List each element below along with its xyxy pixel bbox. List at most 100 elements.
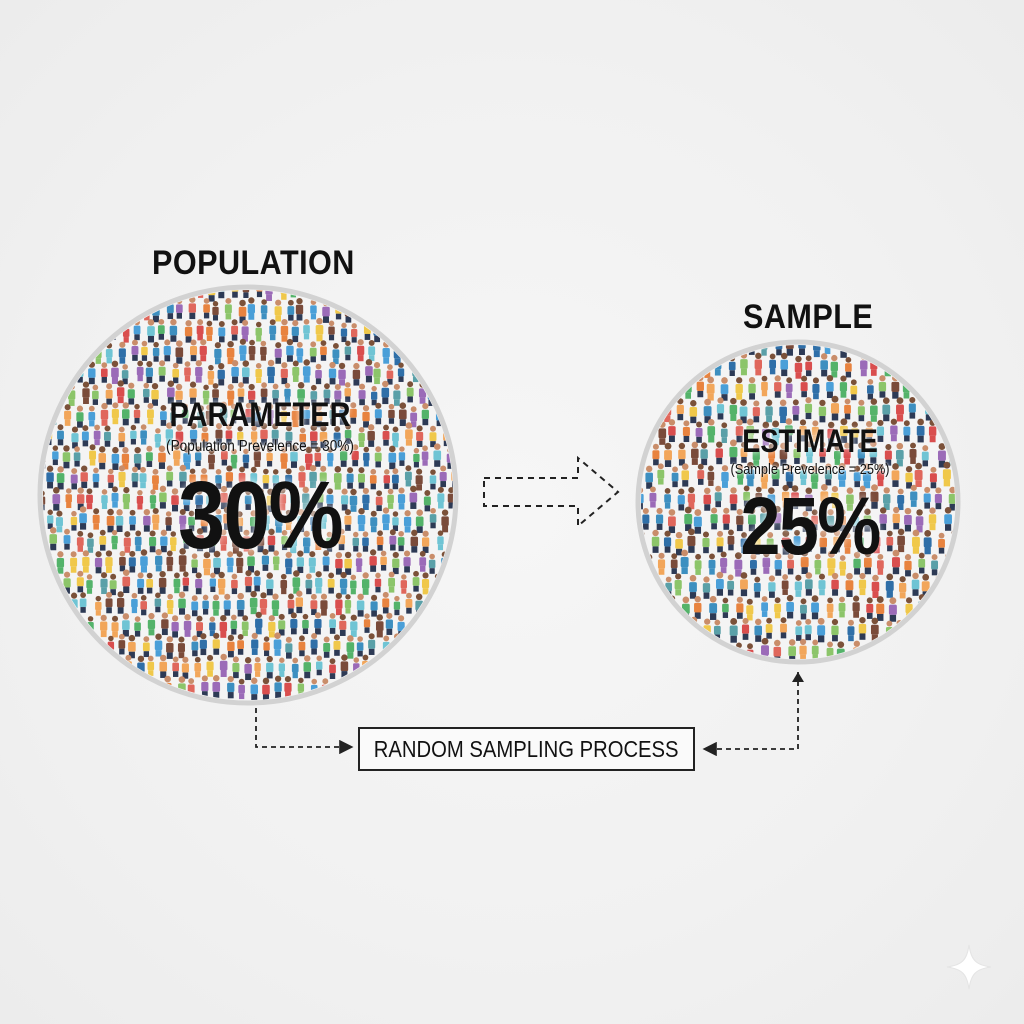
person-icon [344,509,352,531]
person-icon [118,465,126,488]
person-icon [915,509,924,533]
person-icon [787,553,795,575]
person-icon [109,573,117,596]
person-icon [159,485,167,509]
person-icon [405,422,413,446]
sample-percentage: 25% [740,481,881,572]
person-icon [774,375,782,398]
person-icon [326,531,333,552]
person-icon [838,509,847,532]
person-icon [86,488,93,510]
person-icon [340,322,348,343]
person-icon [245,402,252,423]
person-icon [154,428,162,448]
person-icon [111,360,119,384]
person-icon [118,633,126,655]
person-icon [319,425,328,449]
person-icon [867,379,874,400]
person-icon [702,531,710,554]
person-icon [694,596,702,619]
person-icon [315,571,323,594]
person-icon [242,448,250,469]
person-icon [152,468,159,490]
person-icon [883,487,891,510]
person-icon [687,486,696,510]
person-icon [897,528,905,553]
person-icon [182,571,190,592]
person-icon [314,612,322,635]
person-icon [779,399,787,424]
person-icon [740,352,748,376]
person-icon [801,511,809,532]
person-icon [886,530,894,552]
person-icon [938,532,945,554]
person-icon [892,506,900,530]
person-icon [232,530,240,554]
person-icon [710,507,718,530]
person-icon [280,404,288,425]
person-icon [715,571,724,596]
person-icon [189,468,196,489]
person-icon [700,442,708,466]
population-circle [37,284,459,706]
person-icon [247,549,255,573]
person-icon [302,613,309,635]
person-icon [429,469,437,490]
person-icon [302,359,311,383]
person-icon [191,553,198,574]
person-icon [642,507,650,530]
person-icon [218,321,226,343]
person-icon [820,353,828,377]
person-icon [806,441,814,463]
person-icon [284,382,291,403]
person-icon [134,530,142,552]
person-icon [709,595,718,620]
person-icon [786,594,794,619]
person-icon [101,489,108,510]
person-icon [111,446,120,470]
person-icon [793,529,801,551]
person-icon [799,419,807,442]
person-icon [410,529,419,553]
person-icon [79,506,87,530]
person-icon [911,572,920,596]
person-icon [230,448,238,469]
person-icon [147,403,154,425]
person-icon [344,423,352,444]
person-icon [93,424,101,446]
person-icon [212,632,220,655]
person-icon [785,377,793,399]
person-icon [800,464,807,486]
person-icon [209,616,216,637]
person-icon [297,382,305,406]
person-icon [804,487,813,512]
person-icon [250,677,259,700]
person-icon [241,615,249,637]
person-icon [785,418,793,442]
person-icon [858,572,867,596]
person-icon [76,405,84,428]
person-icon [892,549,900,575]
person-icon [735,377,743,400]
person-icon [143,508,151,532]
person-icon [310,424,318,448]
person-icon [178,548,187,572]
person-icon [55,510,63,533]
person-icon [389,529,397,551]
person-icon [194,656,202,678]
person-icon [329,658,336,679]
person-icon [741,617,750,640]
person-icon [355,552,363,573]
person-icon [310,510,317,532]
person-icon [215,469,222,490]
person-icon [159,654,168,678]
person-icon [116,380,125,404]
person-icon [92,508,100,530]
person-icon [157,318,165,340]
person-icon [248,339,256,361]
person-icon [184,361,191,382]
person-icon [671,466,679,488]
person-icon [214,342,222,365]
person-icon [373,361,381,385]
